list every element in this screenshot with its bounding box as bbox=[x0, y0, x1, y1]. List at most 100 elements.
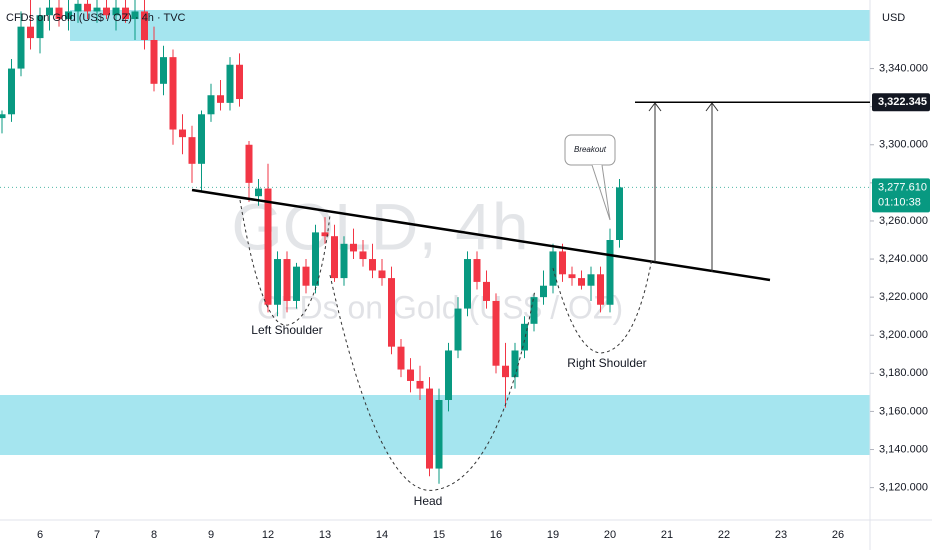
candle-body bbox=[283, 259, 291, 301]
candle-body bbox=[103, 7, 110, 16]
x-tick-label: 6 bbox=[37, 529, 43, 541]
candle-body bbox=[122, 7, 129, 20]
target-tag bbox=[872, 93, 930, 112]
candle-body bbox=[578, 278, 585, 286]
candle-body bbox=[46, 7, 53, 16]
candle-body bbox=[540, 285, 547, 298]
last-price-tag bbox=[872, 178, 930, 213]
candle-body bbox=[55, 7, 63, 20]
x-tick-label: 26 bbox=[832, 529, 844, 541]
candle-body bbox=[321, 232, 329, 237]
candle-body bbox=[236, 64, 243, 100]
candle-body bbox=[359, 251, 367, 260]
candle-body bbox=[426, 388, 433, 469]
candle-body bbox=[264, 188, 272, 305]
candle-body bbox=[245, 144, 253, 183]
candle-body bbox=[568, 274, 576, 279]
y-tick-label: 3,120.000 bbox=[879, 482, 928, 494]
callout-pointer bbox=[591, 164, 611, 221]
x-tick-label: 14 bbox=[376, 529, 388, 541]
x-tick-label: 12 bbox=[262, 529, 274, 541]
head-curve bbox=[329, 274, 536, 491]
candle-body bbox=[473, 259, 481, 282]
candle-body bbox=[369, 259, 376, 271]
y-tick-label: 3,240.000 bbox=[879, 253, 928, 265]
candle-body bbox=[416, 380, 424, 389]
watermark: GOLD, 4h bbox=[231, 189, 528, 263]
candle-body bbox=[530, 297, 538, 324]
candle-body bbox=[207, 95, 215, 115]
candle-body bbox=[606, 240, 614, 305]
candle-body bbox=[483, 281, 490, 301]
y-tick-label: 3,220.000 bbox=[879, 291, 928, 303]
arrow-head bbox=[648, 102, 662, 112]
candle-body bbox=[302, 266, 310, 286]
candle-body bbox=[217, 95, 224, 103]
candle-body bbox=[17, 26, 25, 69]
x-tick-label: 16 bbox=[490, 529, 502, 541]
candle-body bbox=[188, 137, 196, 164]
candle-body bbox=[331, 236, 338, 279]
candle-body bbox=[255, 188, 262, 197]
y-tick-label: 3,340.000 bbox=[879, 62, 928, 74]
candle-body bbox=[559, 251, 566, 275]
candle-body bbox=[93, 7, 101, 12]
candle-body bbox=[8, 68, 15, 115]
candle-body bbox=[350, 243, 357, 252]
candle-body bbox=[511, 350, 519, 378]
candle-body bbox=[226, 64, 234, 103]
x-tick-label: 23 bbox=[775, 529, 787, 541]
candle-body bbox=[435, 400, 443, 469]
x-tick-label: 13 bbox=[319, 529, 331, 541]
arrow-head bbox=[705, 102, 719, 112]
candle-body bbox=[160, 57, 167, 84]
x-tick-label: 8 bbox=[151, 529, 157, 541]
x-tick-label: 19 bbox=[547, 529, 559, 541]
countdown-label: 01:10:38 bbox=[878, 196, 921, 208]
neckline bbox=[191, 188, 771, 282]
candle-body bbox=[131, 11, 139, 20]
y-tick-label: 3,200.000 bbox=[879, 329, 928, 341]
candle-body bbox=[502, 365, 509, 378]
y-tick-label: 3,180.000 bbox=[879, 367, 928, 379]
candle-body bbox=[179, 129, 186, 138]
candle-body bbox=[445, 350, 452, 400]
candle-body bbox=[521, 323, 528, 351]
target-label: 3,322.345 bbox=[878, 96, 927, 108]
candle-body bbox=[616, 187, 623, 240]
candle-body bbox=[454, 308, 462, 351]
candle-body bbox=[312, 232, 319, 286]
candle-body bbox=[112, 7, 120, 16]
candle-body bbox=[293, 266, 300, 301]
candle-body bbox=[378, 270, 386, 279]
x-tick-label: 21 bbox=[661, 529, 673, 541]
y-tick-label: 3,300.000 bbox=[879, 139, 928, 151]
candle-body bbox=[274, 259, 281, 305]
left-shoulder-label: Left Shoulder bbox=[251, 323, 322, 337]
last-price-label: 3,277.610 bbox=[878, 181, 927, 193]
head-label: Head bbox=[414, 494, 443, 508]
breakout-label: Breakout bbox=[574, 145, 607, 154]
candle-body bbox=[36, 15, 44, 39]
x-tick-label: 15 bbox=[433, 529, 445, 541]
left-shoulder-curve bbox=[239, 199, 331, 326]
support-zone bbox=[0, 395, 870, 455]
y-tick-label: 3,140.000 bbox=[879, 443, 928, 455]
candle-body bbox=[141, 11, 148, 40]
watermark-subtitle: CFDs on Gold (US$ / OZ) bbox=[257, 289, 623, 325]
x-tick-label: 7 bbox=[94, 529, 100, 541]
x-tick-label: 22 bbox=[718, 529, 730, 541]
candle-body bbox=[397, 346, 405, 370]
y-tick-label: 3,160.000 bbox=[879, 405, 928, 417]
x-tick-label: 9 bbox=[208, 529, 214, 541]
candle-body bbox=[74, 3, 82, 12]
candle-body bbox=[0, 114, 6, 119]
candle-body bbox=[198, 114, 205, 164]
candle-body bbox=[597, 274, 604, 305]
chart-title: CFDs on Gold (US$ / OZ) · 4h · TVC bbox=[6, 12, 186, 24]
currency: USD bbox=[882, 12, 905, 24]
y-tick-label: 3,260.000 bbox=[879, 215, 928, 227]
candle-body bbox=[464, 259, 471, 309]
candle-body bbox=[587, 274, 595, 286]
